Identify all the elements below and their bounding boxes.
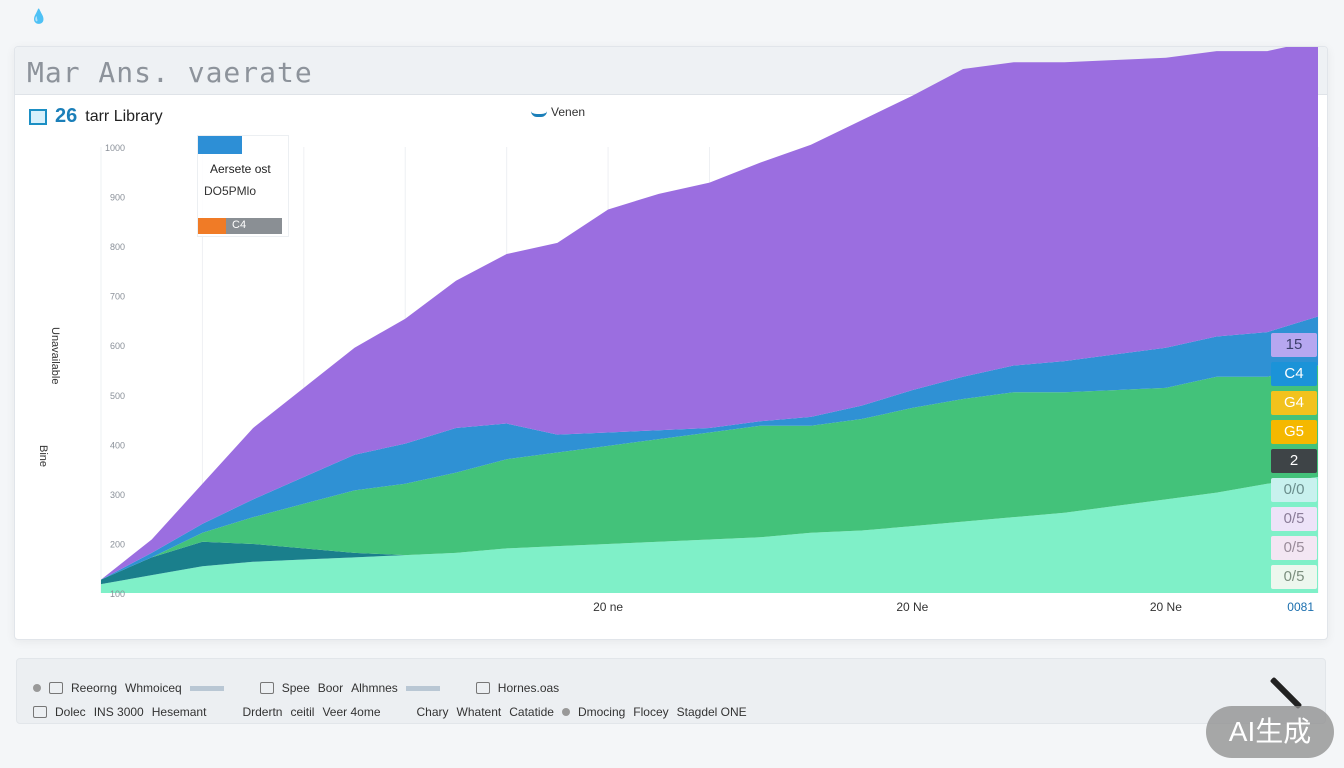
series-tag[interactable]: C4 — [1271, 362, 1317, 386]
x-axis-ticks: 20 ne 20 Ne 20 Ne 0081 — [593, 600, 1314, 614]
library-label: tarr Library — [85, 107, 163, 125]
record-icon[interactable] — [49, 682, 63, 694]
toolbar-item[interactable]: Stagdel ONE — [676, 705, 747, 719]
toolbar-item[interactable]: Veer 4ome — [322, 705, 381, 719]
series-tag[interactable]: 15 — [1271, 333, 1317, 357]
camera-icon[interactable] — [561, 708, 570, 716]
legend-title: Aersete ost — [210, 162, 271, 176]
series-tag[interactable]: G4 — [1271, 391, 1317, 415]
area-series-green — [101, 365, 1318, 580]
x-tick-label: 20 Ne — [1150, 600, 1182, 614]
toolbar-item[interactable]: Drdertn — [242, 705, 283, 719]
library-count: 26 — [55, 105, 78, 127]
toolbar-item[interactable]: Alhmnes — [351, 681, 398, 695]
library-icon — [29, 108, 47, 125]
area-series-blue — [101, 316, 1318, 580]
series-tag[interactable]: 0/0 — [1271, 478, 1317, 502]
y-tick-label: 500 — [110, 391, 125, 401]
drop-icon: 💧 — [30, 8, 48, 24]
legend: Aersete ost DO5PMlo C4 — [197, 135, 289, 237]
window-title: Mar Ans. vaerate — [27, 56, 313, 89]
speed-icon[interactable] — [259, 682, 274, 694]
ai-watermark: AI生成 — [1206, 706, 1334, 758]
x-tick-label: 20 Ne — [896, 600, 928, 614]
legend-bar: C4 — [198, 218, 282, 234]
y-tick-label: 900 — [110, 193, 125, 203]
toolbar-item[interactable]: Whmoiceq — [125, 681, 182, 695]
status-dot-icon — [33, 684, 41, 692]
toolbar-item[interactable]: ceitil — [290, 705, 315, 719]
toolbar-item[interactable]: Boor — [317, 681, 344, 695]
toolbar-item[interactable]: Flocey — [633, 705, 669, 719]
area-series-mint — [101, 477, 1318, 593]
pen-tool-icon[interactable] — [1269, 676, 1303, 710]
chart-areas — [101, 47, 1318, 593]
y-axis-label: Unavailable — [49, 327, 61, 385]
toolbar-item[interactable]: INS 3000 — [93, 705, 144, 719]
series-tag[interactable]: 2 — [1271, 449, 1317, 473]
view-label: Venen — [551, 105, 586, 119]
y-tick-label: 200 — [110, 539, 125, 549]
y-tick-label: 300 — [110, 490, 125, 500]
toolbar-row-2: Dolec INS 3000 Hesemant Drdertn ceitil V… — [33, 705, 747, 719]
y-tick-label: 100 — [110, 589, 125, 599]
x-tick-label: 0081 — [1287, 600, 1314, 614]
series-tag[interactable]: G5 — [1271, 420, 1317, 444]
series-tag[interactable]: 0/5 — [1271, 565, 1317, 589]
x-tick-label: 20 ne — [593, 600, 623, 614]
legend-bar-accent — [198, 218, 226, 234]
chart-window: Mar Ans. vaerate 26 tarr Library Venen ★… — [14, 46, 1328, 640]
toolbar-item[interactable]: Dmocing — [577, 705, 626, 719]
document-icon[interactable] — [33, 706, 47, 718]
progress-line — [189, 685, 224, 691]
y-tick-label: 400 — [110, 440, 125, 450]
grid-icon[interactable] — [475, 682, 490, 694]
toolbar-row-1: Reeorng Whmoiceq Spee Boor Alhmnes Horne… — [33, 681, 559, 695]
toolbar-item[interactable]: Whatent — [456, 705, 502, 719]
series-tag[interactable]: 0/5 — [1271, 536, 1317, 560]
y-axis-label-secondary: Bine — [37, 445, 49, 468]
legend-subtitle: DO5PMlo — [204, 184, 257, 198]
view-icon — [531, 107, 547, 117]
toolbar-item[interactable]: Hornes.oas — [497, 681, 560, 695]
toolbar-item[interactable]: Catatide — [509, 705, 554, 719]
toolbar-item[interactable]: Dolec — [55, 705, 86, 719]
library-row[interactable]: 26 tarr Library — [29, 105, 163, 128]
toolbar-item[interactable]: Spee — [281, 681, 310, 695]
legend-bar-label: C4 — [232, 219, 247, 231]
y-tick-label: 800 — [110, 242, 125, 252]
progress-line — [405, 685, 440, 691]
toolbar-item[interactable]: Reeorng — [71, 681, 118, 695]
y-tick-label: 700 — [110, 292, 125, 302]
series-tag[interactable]: 0/5 — [1271, 507, 1317, 531]
bottom-toolbar: Reeorng Whmoiceq Spee Boor Alhmnes Horne… — [16, 658, 1326, 724]
legend-swatch — [198, 136, 242, 154]
y-axis-ticks: 1000 900 800 700 600 500 400 300 200 100 — [105, 143, 125, 599]
y-tick-label: 1000 — [105, 143, 125, 153]
toolbar-item[interactable]: Hesemant — [151, 705, 207, 719]
area-series-purple — [101, 47, 1318, 580]
view-selector[interactable]: Venen — [531, 105, 585, 119]
toolbar-item[interactable]: Chary — [416, 705, 449, 719]
y-tick-label: 600 — [110, 341, 125, 351]
